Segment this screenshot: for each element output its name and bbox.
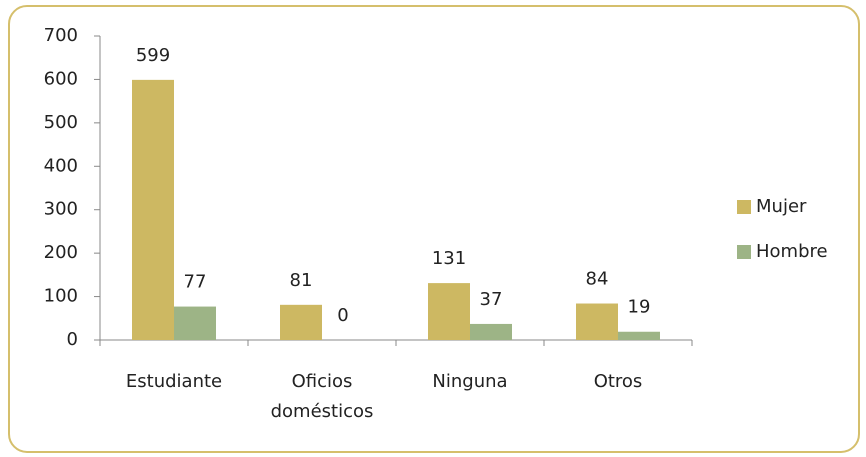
x-tick-label: Otros (593, 371, 643, 392)
value-label: 0 (337, 305, 348, 326)
bar (618, 331, 660, 340)
bar (280, 304, 322, 340)
value-label: 37 (480, 289, 503, 310)
value-label: 131 (432, 248, 466, 269)
y-tick-label: 100 (44, 286, 78, 307)
y-tick-label: 300 (44, 199, 78, 220)
value-label: 599 (136, 45, 170, 66)
x-tick-label: Estudiante (125, 371, 223, 392)
bar (428, 283, 470, 340)
legend-swatch (737, 245, 751, 259)
bar (470, 323, 512, 340)
y-tick-label: 0 (67, 329, 78, 350)
x-tick-label: Ninguna (432, 371, 508, 392)
legend-swatch (737, 200, 751, 214)
value-label: 84 (586, 269, 609, 290)
bar (132, 79, 174, 340)
legend-label: Hombre (756, 241, 828, 262)
legend-label: Mujer (756, 196, 807, 217)
y-tick-label: 200 (44, 242, 78, 263)
y-tick-label: 700 (44, 25, 78, 46)
value-label: 81 (290, 270, 313, 291)
y-tick-label: 600 (44, 68, 78, 89)
value-label: 19 (628, 297, 651, 318)
bar (174, 306, 216, 340)
y-tick-label: 500 (44, 112, 78, 133)
value-label: 77 (184, 272, 207, 293)
x-tick-label: Oficios domésticos (270, 371, 374, 422)
bar (576, 303, 618, 340)
y-tick-label: 400 (44, 155, 78, 176)
